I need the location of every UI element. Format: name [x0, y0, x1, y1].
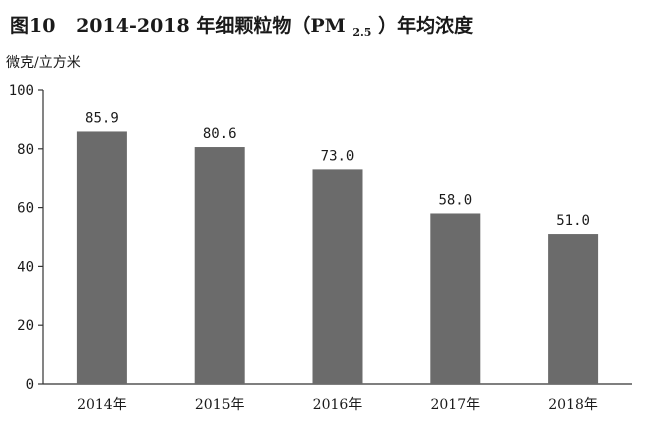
- data-labels: 85.9 80.6 73.0 58.0 51.0: [85, 110, 590, 229]
- y-tick-label: 60: [17, 201, 34, 217]
- bar: [312, 169, 363, 384]
- y-tick-label: 100: [9, 83, 34, 99]
- chart-title-prefix: 图10: [10, 15, 55, 37]
- chart-title: 图10 2014-2018 年细颗粒物（PM 2.5 ）年均浓度: [10, 14, 474, 41]
- bar: [430, 213, 481, 384]
- y-tick-label: 80: [17, 142, 34, 158]
- x-category-label: 2015年: [195, 397, 245, 413]
- data-label: 51.0: [556, 213, 590, 229]
- chart-title-main: 年细颗粒物（PM: [196, 14, 345, 37]
- data-label: 85.9: [85, 110, 119, 126]
- x-category-label: 2014年: [77, 397, 127, 413]
- y-tick-label: 20: [17, 318, 34, 334]
- bar: [76, 131, 127, 384]
- y-tick-label: 40: [17, 259, 34, 275]
- chart-title-suffix: ）年均浓度: [378, 14, 474, 37]
- chart-title-subscript: 2.5: [352, 26, 371, 39]
- x-category-label: 2016年: [313, 397, 363, 413]
- data-label: 58.0: [438, 192, 472, 208]
- x-category-label: 2017年: [430, 397, 480, 413]
- chart-title-years: 2014-2018: [76, 15, 190, 37]
- data-label: 73.0: [321, 148, 355, 164]
- x-category-label: 2018年: [548, 397, 598, 413]
- x-axis-category-labels: 2014年 2015年 2016年 2017年 2018年: [77, 397, 598, 413]
- data-label: 80.6: [203, 126, 237, 142]
- y-tick-label: 0: [26, 377, 34, 393]
- y-axis-ticks: 0 20 40 60 80 100: [9, 83, 43, 393]
- bar: [548, 234, 599, 384]
- bars: [76, 131, 599, 384]
- bar: [194, 147, 245, 384]
- y-axis-unit-label: 微克/立方米: [6, 55, 81, 71]
